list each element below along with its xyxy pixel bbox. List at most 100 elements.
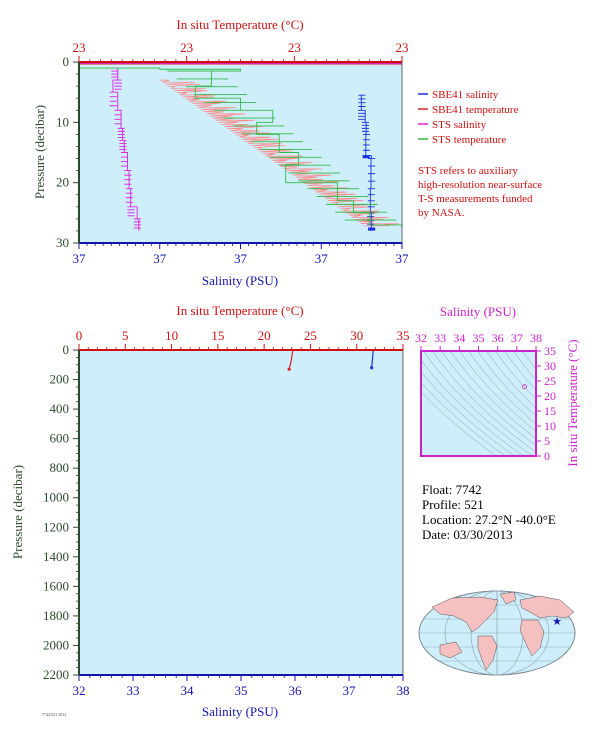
legend-label: STS salinity <box>432 119 487 131</box>
bottom-temp-tick-label: 0 <box>76 328 83 343</box>
bottom-sal-label: Salinity (PSU) <box>202 704 278 719</box>
top-sal-tick-label: 37 <box>234 251 248 266</box>
ts-density-contour <box>486 351 536 409</box>
legend-label: STS temperature <box>432 134 506 146</box>
ts-density-contour <box>450 351 536 440</box>
map-land-north-america <box>431 596 499 633</box>
legend-label: SBE41 salinity <box>432 89 499 101</box>
ts-density-contour <box>477 351 536 417</box>
ts-density-contour <box>459 351 536 432</box>
world-map: ★ <box>418 590 576 676</box>
bottom-pressure-tick-label: 2000 <box>43 637 69 652</box>
float-location-marker: ★ <box>552 616 562 628</box>
bottom-series-end-point <box>287 367 291 371</box>
bottom-pressure-tick-label: 600 <box>50 431 70 446</box>
top-sal-label: Salinity (PSU) <box>202 273 278 288</box>
ts-density-contour <box>495 351 536 400</box>
bottom-pressure-tick-label: 0 <box>63 342 70 357</box>
top-temp-tick-label: 23 <box>396 40 409 55</box>
top-sal-tick-label: 37 <box>73 251 87 266</box>
ts-sal-tick-label: 32 <box>415 331 427 345</box>
bottom-series-sbe41-temperature <box>288 349 294 370</box>
bottom-sal-tick-label: 37 <box>343 683 357 698</box>
top-pressure-tick-label: 20 <box>56 175 69 190</box>
bottom-sal-tick-label: 36 <box>289 683 303 698</box>
ts-density-contour <box>522 351 536 370</box>
top-temp-tick-label: 23 <box>73 40 86 55</box>
top-pressure-tick-label: 0 <box>63 54 70 69</box>
ts-sal-tick-label: 33 <box>434 331 446 345</box>
map-land-africa <box>519 619 545 657</box>
ts-sal-tick-label: 38 <box>530 331 542 345</box>
map-land-eurasia <box>519 595 575 619</box>
bottom-pressure-tick-label: 200 <box>50 372 70 387</box>
bottom-chart: 0 5 10 15 20 25 30 35 32 33 34 35 36 37 38 0 200 400 600 80… <box>10 303 410 719</box>
footer-stamp: 7742/521 2013 <box>42 712 66 717</box>
bottom-sal-tick-label: 38 <box>397 683 410 698</box>
ts-sal-tick-label: 37 <box>511 331 523 345</box>
bottom-temp-tick-label: 20 <box>258 328 271 343</box>
ts-sal-tick-label: 35 <box>473 331 485 345</box>
ts-density-contour <box>423 351 533 456</box>
bottom-sal-tick-label: 32 <box>73 683 86 698</box>
bottom-pressure-tick-label: 1600 <box>43 578 69 593</box>
ts-temp-tick-label: 10 <box>544 419 556 433</box>
series-sts-temperature <box>79 67 403 228</box>
ts-temp-tick-label: 15 <box>544 404 556 418</box>
bottom-temp-title: In situ Temperature (°C) <box>176 303 303 318</box>
ts-temp-label: In situ Temperature (°C) <box>565 339 580 466</box>
series-sbe41-salinity <box>358 94 376 231</box>
ts-temp-tick-label: 5 <box>544 434 550 448</box>
ts-density-contour <box>468 351 536 425</box>
bottom-temp-tick-label: 25 <box>304 328 317 343</box>
top-pressure-label: Pressure (decibar) <box>32 105 47 199</box>
ts-temp-tick-label: 20 <box>544 389 556 403</box>
info-float: Float: 7742 <box>422 482 482 497</box>
info-date: Date: 03/30/2013 <box>422 527 513 542</box>
bottom-pressure-tick-label: 2200 <box>43 667 69 682</box>
bottom-sal-tick-label: 35 <box>235 683 248 698</box>
bottom-pressure-label: Pressure (decibar) <box>10 465 25 559</box>
ts-density-contour <box>513 351 536 381</box>
float-info: Float: 7742 Profile: 521 Location: 27.2°… <box>422 482 556 542</box>
bottom-sal-tick-label: 33 <box>127 683 140 698</box>
top-pressure-tick-label: 30 <box>56 235 69 250</box>
bottom-pressure-tick-label: 1800 <box>43 608 69 623</box>
legend-label: SBE41 temperature <box>432 104 519 116</box>
series-sts-temperature-alt <box>159 79 399 227</box>
bottom-plot-area <box>79 350 403 675</box>
info-location: Location: 27.2°N -40.0°E <box>422 512 556 527</box>
ts-temp-tick-label: 30 <box>544 359 556 373</box>
bottom-temp-tick-label: 5 <box>122 328 129 343</box>
ts-sal-tick-label: 34 <box>453 331 465 345</box>
top-sal-tick-label: 37 <box>396 251 410 266</box>
top-note-line-4: by NASA. <box>418 207 465 219</box>
ts-density-contour <box>421 381 506 456</box>
bottom-series-sbe41-salinity <box>371 349 374 368</box>
bottom-pressure-tick-label: 1400 <box>43 549 69 564</box>
bottom-temp-tick-label: 35 <box>397 328 410 343</box>
bottom-pressure-tick-label: 1200 <box>43 519 69 534</box>
map-land-australia <box>439 641 463 659</box>
bottom-pressure-tick-label: 1000 <box>43 490 69 505</box>
top-note-line-3: T-S measurements funded <box>418 193 533 205</box>
bottom-pressure-tick-label: 800 <box>50 460 70 475</box>
bottom-temp-tick-label: 15 <box>211 328 224 343</box>
ts-density-contour <box>421 391 497 456</box>
ts-temp-tick-label: 25 <box>544 374 556 388</box>
bottom-temp-tick-label: 10 <box>165 328 178 343</box>
ts-temp-tick-label: 0 <box>544 449 550 463</box>
top-temp-tick-label: 23 <box>180 40 193 55</box>
ts-density-contour <box>504 351 536 391</box>
ts-plot-area <box>421 351 536 456</box>
top-temp-title: In situ Temperature (°C) <box>176 17 303 32</box>
top-sal-tick-label: 37 <box>315 251 329 266</box>
bottom-temp-tick-label: 30 <box>350 328 363 343</box>
map-land-south-america <box>477 635 498 671</box>
map-land-greenland <box>499 591 517 605</box>
top-note-line-1: STS refers to auxiliary <box>418 165 518 177</box>
top-note-line-2: high-resolution near-surface <box>418 179 542 191</box>
top-temp-tick-label: 23 <box>288 40 301 55</box>
